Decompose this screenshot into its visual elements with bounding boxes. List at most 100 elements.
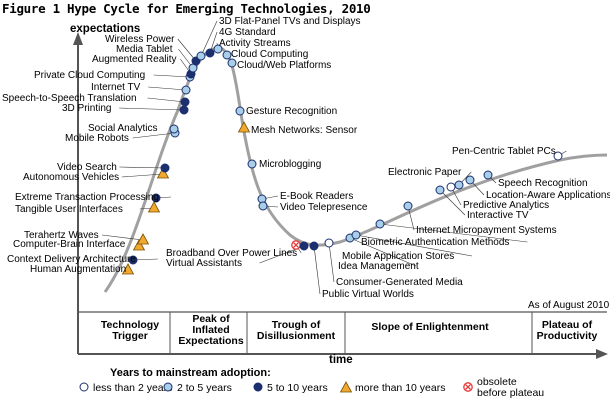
callout-wireless-power: [177, 38, 197, 62]
phase-plateau-of-productivity: Plateau of Productivity: [537, 319, 598, 342]
technology-markers: [121, 44, 563, 275]
marker-context-delivery-architecture: [128, 255, 138, 265]
phase-peak-of-inflated-expectations: Peak of Inflated Expectations: [178, 313, 244, 347]
marker-mobile-application-stores: [351, 230, 361, 240]
phase-line: Peak of: [192, 313, 230, 325]
label-cloud-web-platforms: Cloud/Web Platforms: [237, 60, 331, 71]
legend-obsolete-swatch-x: [465, 384, 471, 390]
label-cloud-computing: Cloud Computing: [231, 49, 308, 60]
phase-line: Productivity: [537, 330, 598, 342]
marker-cloud-computing: [222, 50, 232, 60]
phase-line: Technology: [101, 319, 159, 331]
marker-interactive-tv: [435, 185, 445, 195]
label-speech-to-speech-translation: Speech-to-Speech Translation: [2, 93, 137, 104]
phase-line: Expectations: [178, 335, 244, 347]
marker-gesture-recognition: [235, 106, 245, 116]
label-terahertz-waves: Terahertz Waves: [24, 230, 99, 241]
label-electronic-paper: Electronic Paper: [388, 167, 462, 178]
marker-activity-streams: [213, 44, 223, 54]
legend-2to5-swatch: [163, 382, 173, 392]
marker-terahertz-waves: [136, 233, 150, 245]
marker-3d-flat-panel-tvs-and-displays: [196, 51, 206, 61]
marker-video-search: [160, 163, 170, 173]
x-axis-label: time: [329, 354, 353, 366]
callout-interactive-tv: [439, 189, 466, 216]
hype-curve: [103, 46, 608, 293]
callout-speech-to-speech-translation: [147, 97, 186, 103]
label-idea-management: Idea Management: [338, 261, 419, 272]
y-axis-label: expectations: [70, 23, 140, 35]
label-wireless-power: Wireless Power: [105, 34, 175, 45]
marker-computer-brain-interface: [132, 239, 146, 251]
label-3d-printing: 3D Printing: [62, 103, 111, 114]
callout-terahertz-waves: [101, 234, 144, 241]
marker-speech-to-speech-translation: [180, 97, 190, 107]
figure-title: Figure 1 Hype Cycle for Emerging Technol…: [2, 1, 371, 16]
marker-public-virtual-worlds: [309, 241, 319, 251]
phase-line: Trigger: [112, 330, 148, 342]
legend-2to5-label: 2 to 5 years: [177, 382, 232, 394]
label-social-analytics: Social Analytics: [88, 123, 157, 134]
label-activity-streams: Activity Streams: [219, 38, 291, 49]
legend-5to10-label: 5 to 10 years: [267, 382, 328, 394]
label-internet-micropayment-systems: Internet Micropayment Systems: [416, 225, 557, 236]
marker-x-broadband-over-power-lines: [293, 242, 299, 248]
label-autonomous-vehicles: Autonomous Vehicles: [23, 172, 119, 183]
label-media-tablet: Media Tablet: [116, 44, 173, 55]
marker-3d-printing: [179, 105, 189, 115]
phase-line: Slope of Enlightenment: [371, 321, 489, 333]
x-axis-arrow-icon: [596, 349, 608, 359]
marker-internet-micropayment-systems: [403, 201, 413, 211]
label-context-delivery-architecture: Context Delivery Architecture: [7, 254, 136, 265]
label-speech-recognition: Speech Recognition: [498, 178, 588, 189]
legend: less than 2 years 2 to 5 years 5 to 10 yea…: [79, 376, 544, 399]
marker-autonomous-vehicles: [156, 167, 170, 179]
marker-microblogging: [247, 159, 257, 169]
label-virtual-assistants: Virtual Assistants: [166, 258, 242, 269]
legend-title: Years to mainstream adoption:: [110, 367, 271, 379]
label-pen-centric-tablet-pcs: Pen-Centric Tablet PCs: [452, 146, 556, 157]
marker-biometric-authentication-methods: [375, 219, 385, 229]
callout-3d-printing: [119, 107, 185, 111]
callout-3d-flat-panel-tvs-and-displays: [200, 20, 218, 57]
marker-cloud-web-platforms: [227, 58, 237, 68]
y-axis-arrow-icon: [73, 32, 83, 45]
phase-line: Plateau of: [542, 319, 593, 331]
label-gesture-recognition: Gesture Recognition: [246, 106, 337, 117]
marker-mesh-networks-sensor: [237, 121, 251, 133]
label-microblogging: Microblogging: [259, 159, 321, 170]
label-e-book-readers: E-Book Readers: [280, 191, 353, 202]
phase-labels: Technology Trigger Peak of Inflated Expectat…: [101, 313, 598, 347]
marker-location-aware-applications: [465, 175, 475, 185]
label-private-cloud-computing: Private Cloud Computing: [34, 70, 145, 81]
label-augmented-reality: Augmented Reality: [92, 54, 177, 65]
marker-internet-tv: [181, 85, 191, 95]
callout-video-search: [119, 166, 166, 169]
marker-extreme-transaction-processing: [151, 193, 161, 203]
callout-public-virtual-worlds: [313, 245, 321, 295]
phase-line: Inflated: [192, 324, 229, 336]
marker-predictive-analytics: [446, 182, 456, 192]
marker-human-augmentation: [121, 263, 135, 275]
callout-internet-tv: [148, 86, 187, 91]
label-predictive-analytics: Predictive Analytics: [463, 200, 549, 211]
label-consumer-generated-media: Consumer-Generated Media: [336, 277, 463, 288]
marker-virtual-assistants: [299, 241, 309, 251]
callout-consumer-generated-media: [328, 242, 335, 283]
label-broadband-over-power-lines: Broadband Over Power Lines: [166, 248, 297, 259]
marker-tangible-user-interfaces: [147, 201, 161, 213]
phase-technology-trigger: Technology Trigger: [101, 319, 159, 342]
legend-obsolete-label: obsolete before plateau: [477, 376, 544, 399]
legend-line: before plateau: [477, 387, 544, 399]
legend-lt2-label: less than 2 years: [93, 382, 172, 394]
legend-line: obsolete: [477, 376, 517, 388]
marker-electronic-paper: [454, 180, 464, 190]
phase-line: Trough of: [272, 319, 321, 331]
phase-line: Disillusionment: [257, 330, 336, 342]
label-public-virtual-worlds: Public Virtual Worlds: [322, 289, 414, 300]
callout-autonomous-vehicles: [121, 173, 164, 178]
label-computer-brain-interface: Computer-Brain Interface: [13, 239, 126, 250]
label-extreme-transaction-processing: Extreme Transaction Processing: [15, 192, 159, 203]
label-mobile-application-stores: Mobile Application Stores: [342, 251, 454, 262]
label-mobile-robots: Mobile Robots: [65, 133, 129, 144]
